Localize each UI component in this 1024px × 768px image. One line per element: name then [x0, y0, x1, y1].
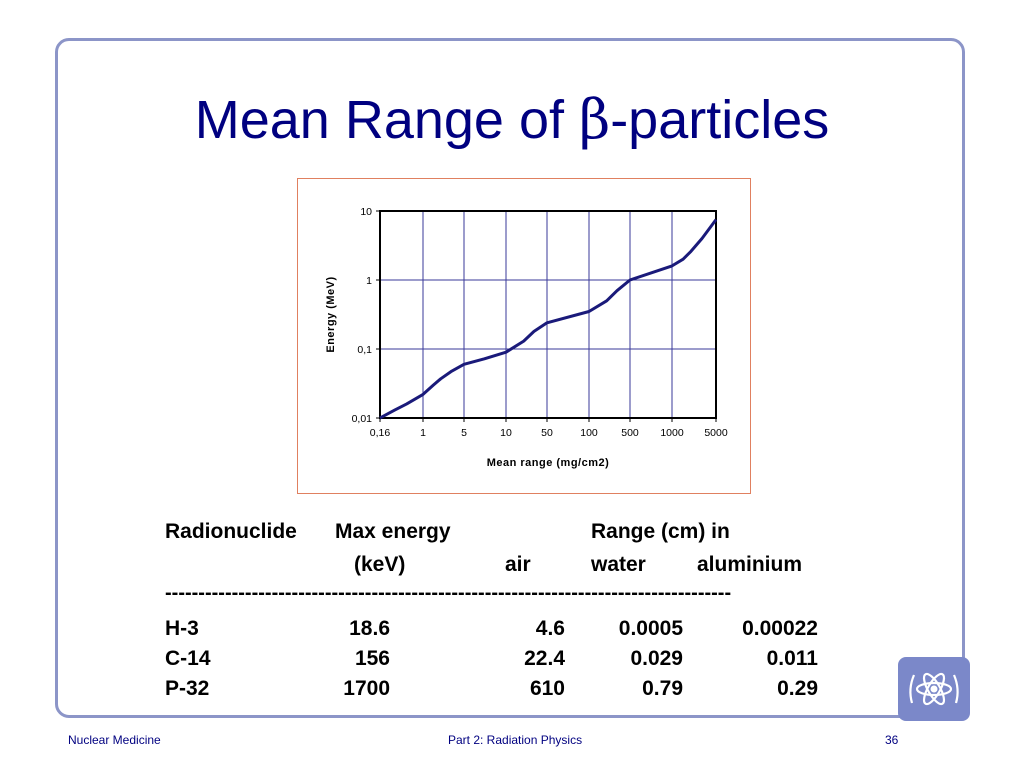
- footer-left: Nuclear Medicine: [68, 733, 161, 747]
- atom-icon: [909, 672, 959, 706]
- range-energy-chart: 0,01 0,1 1 10 0,16 1 5 10 50 100 500 1000 5000 Mean r…: [325, 206, 728, 469]
- row-water: 0.0005: [618, 617, 683, 640]
- col-header-max-energy: Max energy: [335, 520, 451, 543]
- y-axis-label: Energy (MeV): [325, 276, 337, 352]
- col-header-radionuclide: Radionuclide: [165, 520, 297, 543]
- row-aluminium: 0.00022: [742, 617, 818, 640]
- x-tick-label: 5: [461, 427, 467, 439]
- y-tick-label: 10: [360, 206, 372, 218]
- y-tick-label: 1: [366, 275, 372, 287]
- x-tick-label: 50: [541, 427, 553, 439]
- table-rule: ----------------------------------------…: [165, 582, 732, 604]
- x-tick-label: 10: [500, 427, 512, 439]
- unit-kev: (keV): [354, 553, 406, 576]
- x-tick-label: 100: [580, 427, 598, 439]
- row-energy: 1700: [343, 677, 390, 700]
- x-tick-label: 0,16: [370, 427, 391, 439]
- y-tick-label: 0,01: [352, 413, 373, 425]
- page-number: 36: [885, 733, 899, 747]
- x-axis-label: Mean range (mg/cm2): [487, 457, 610, 469]
- x-tick-label: 1000: [660, 427, 684, 439]
- footer-center: Part 2: Radiation Physics: [448, 733, 583, 747]
- row-nuclide: H-3: [165, 617, 199, 640]
- x-tick-label: 5000: [704, 427, 728, 439]
- slide-title: Mean Range of β-particles: [0, 88, 1024, 151]
- row-energy: 18.6: [349, 617, 390, 640]
- iaea-logo: [898, 657, 970, 721]
- title-beta-symbol: β: [578, 88, 611, 151]
- chart-container: 0,01 0,1 1 10 0,16 1 5 10 50 100 500 1000 5000 Mean r…: [297, 178, 751, 494]
- row-water: 0.029: [630, 647, 683, 670]
- x-tick-label: 500: [621, 427, 639, 439]
- col-header-air: air: [505, 553, 531, 576]
- title-suffix: -particles: [610, 90, 830, 150]
- row-nuclide: P-32: [165, 677, 210, 700]
- col-header-range: Range (cm) in: [591, 520, 730, 543]
- col-header-aluminium: aluminium: [697, 553, 803, 576]
- slide-frame: [55, 38, 965, 718]
- x-tick-label: 1: [420, 427, 426, 439]
- y-tick-label: 0,1: [357, 344, 372, 356]
- row-nuclide: C-14: [165, 647, 211, 670]
- col-header-water: water: [591, 553, 646, 576]
- row-energy: 156: [354, 647, 390, 670]
- row-air: 610: [529, 677, 565, 700]
- plot-area-border: [379, 210, 717, 419]
- row-water: 0.79: [642, 677, 683, 700]
- row-aluminium: 0.29: [777, 677, 818, 700]
- row-air: 22.4: [524, 647, 565, 670]
- range-energy-curve: [379, 218, 718, 420]
- row-aluminium: 0.011: [766, 647, 818, 670]
- row-air: 4.6: [535, 617, 565, 640]
- title-text: Mean Range of: [194, 90, 579, 150]
